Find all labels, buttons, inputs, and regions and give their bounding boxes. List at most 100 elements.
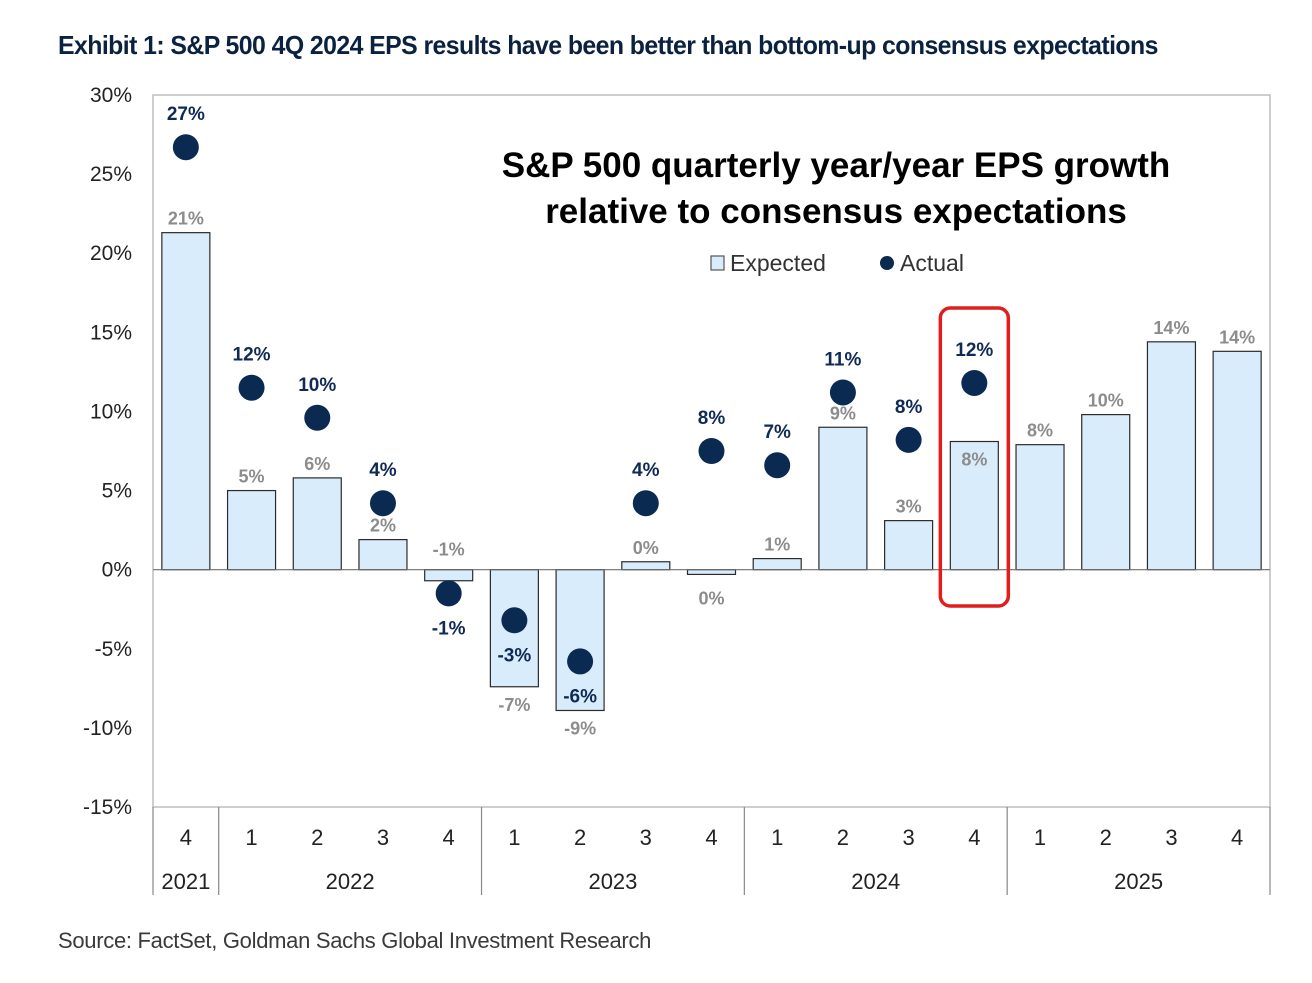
expected-bar <box>949 440 999 571</box>
legend-expected-label: Expected <box>730 250 826 276</box>
quarter-label: 4 <box>1231 825 1243 850</box>
y-tick-label: 25% <box>90 163 132 186</box>
expected-bar <box>621 561 671 571</box>
expected-bar <box>424 569 474 582</box>
expected-label: 8% <box>1027 421 1053 441</box>
expected-bar <box>752 557 802 571</box>
expected-label: 2% <box>370 516 396 536</box>
actual-label: 7% <box>763 422 791 443</box>
expected-label: -1% <box>433 540 465 560</box>
expected-label: 1% <box>764 535 790 555</box>
year-label: 2025 <box>1114 869 1163 894</box>
expected-label: 8% <box>961 450 987 470</box>
expected-bar <box>1212 350 1262 571</box>
quarter-label: 3 <box>1165 825 1177 850</box>
actual-label: 8% <box>895 397 923 418</box>
actual-label: 11% <box>824 349 861 370</box>
expected-bar <box>161 232 211 571</box>
y-tick-label: 20% <box>90 242 132 265</box>
expected-bar <box>358 539 408 571</box>
y-tick-label: 5% <box>102 480 132 503</box>
expected-label: 14% <box>1219 327 1255 347</box>
actual-label: -1% <box>432 618 466 639</box>
legend-expected-swatch <box>710 255 725 271</box>
expected-bar <box>226 489 277 571</box>
expected-label: -9% <box>564 718 596 738</box>
chart-title-line: relative to consensus expectations <box>545 192 1127 231</box>
year-label: 2024 <box>851 869 900 894</box>
actual-dot <box>369 490 396 517</box>
expected-label: 14% <box>1153 318 1189 338</box>
quarter-label: 4 <box>180 825 192 850</box>
actual-dot <box>501 607 528 634</box>
actual-label: 10% <box>298 375 336 396</box>
expected-label: 6% <box>304 454 330 474</box>
quarter-label: 1 <box>1034 825 1046 850</box>
plot-area: 21% 5% 6% 2% -1% -7% -9% 0% 0% 1% 9% 3% 8% 8% 10% 14% 14… <box>152 94 1271 808</box>
expected-bar <box>818 426 868 571</box>
quarter-label: 3 <box>640 825 652 850</box>
year-label: 2022 <box>326 869 375 894</box>
expected-label: 5% <box>239 467 265 487</box>
actual-label: -3% <box>497 645 531 666</box>
expected-label: 9% <box>830 403 856 423</box>
legend-actual-swatch <box>880 256 894 270</box>
quarter-label: 3 <box>902 825 914 850</box>
year-label: 2023 <box>588 869 637 894</box>
quarter-label: 1 <box>245 825 257 850</box>
exhibit-title: Exhibit 1: S&P 500 4Q 2024 EPS results h… <box>58 30 1158 60</box>
expected-bar <box>292 477 342 571</box>
quarter-label: 4 <box>705 825 717 850</box>
quarter-label: 1 <box>508 825 520 850</box>
plot-border <box>152 94 1271 808</box>
expected-bar <box>1015 444 1065 571</box>
actual-dot <box>895 426 922 453</box>
y-axis: 30% 25% 20% 15% 10% 5% 0% -5% -10% -15% <box>83 84 132 819</box>
legend-actual-label: Actual <box>900 250 964 276</box>
actual-dot <box>567 648 594 675</box>
expected-label: 3% <box>896 497 922 517</box>
legend: Expected Actual <box>710 250 964 276</box>
actual-dot <box>435 580 462 607</box>
source-note: Source: FactSet, Goldman Sachs Global In… <box>58 928 652 953</box>
y-tick-label: 0% <box>102 559 132 582</box>
actual-label: 8% <box>698 408 726 429</box>
chart-title-line: S&P 500 quarterly year/year EPS growth <box>502 146 1171 185</box>
quarter-label: 2 <box>311 825 323 850</box>
actual-label: -6% <box>563 686 597 707</box>
x-axis: 4 1 2 3 4 1 2 3 4 1 2 3 4 1 2 3 4 2021 2022 2023 2024 2025 <box>152 807 1271 895</box>
chart-title: S&P 500 quarterly year/year EPS growth re… <box>502 146 1171 231</box>
actual-dot <box>304 404 331 431</box>
quarter-label: 2 <box>837 825 849 850</box>
expected-bar <box>686 569 737 576</box>
expected-label: 10% <box>1088 391 1124 411</box>
quarter-label: 2 <box>574 825 586 850</box>
quarter-label: 2 <box>1100 825 1112 850</box>
expected-label: 0% <box>633 538 659 558</box>
quarter-label: 4 <box>968 825 980 850</box>
expected-bar <box>1081 414 1131 571</box>
actual-dot <box>961 369 988 396</box>
y-tick-label: -10% <box>83 717 132 740</box>
quarter-label: 4 <box>443 825 455 850</box>
actual-label: 27% <box>167 104 205 125</box>
quarter-label: 1 <box>771 825 783 850</box>
actual-dot <box>632 490 659 517</box>
expected-bar <box>884 520 934 571</box>
expected-label: -7% <box>498 695 530 715</box>
actual-dot <box>698 438 725 464</box>
expected-bar <box>555 569 605 712</box>
actual-label: 12% <box>955 340 993 361</box>
expected-bar <box>1146 341 1197 571</box>
actual-dot <box>172 134 199 161</box>
actual-label: 4% <box>369 460 397 481</box>
highlight-box <box>938 306 1011 608</box>
quarter-label: 3 <box>377 825 389 850</box>
expected-label: 0% <box>698 589 724 609</box>
year-label: 2021 <box>161 869 210 894</box>
actual-label: 12% <box>233 345 271 366</box>
y-tick-label: 15% <box>90 321 132 344</box>
actual-dot <box>764 452 791 479</box>
actual-dot <box>238 374 265 401</box>
